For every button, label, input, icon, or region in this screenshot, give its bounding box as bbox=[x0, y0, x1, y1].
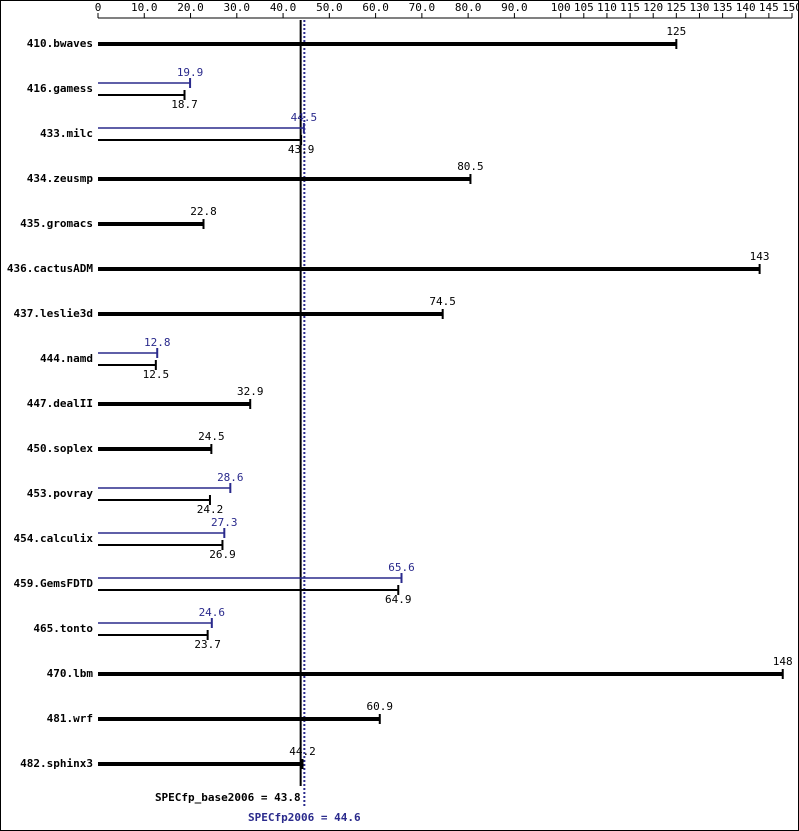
x-tick-label: 150 bbox=[782, 1, 799, 14]
x-tick-label: 120 bbox=[643, 1, 663, 14]
category-label: 435.gromacs bbox=[20, 217, 93, 230]
value-label: 64.9 bbox=[385, 593, 412, 606]
value-label: 24.6 bbox=[199, 606, 226, 619]
x-tick-label: 10.0 bbox=[131, 1, 158, 14]
x-tick-label: 105 bbox=[574, 1, 594, 14]
value-label: 27.3 bbox=[211, 516, 238, 529]
value-label: 32.9 bbox=[237, 385, 264, 398]
x-tick-label: 115 bbox=[620, 1, 640, 14]
value-label: 26.9 bbox=[209, 548, 236, 561]
value-label: 44.5 bbox=[291, 111, 318, 124]
category-label: 454.calculix bbox=[14, 532, 94, 545]
value-label: 44.2 bbox=[289, 745, 316, 758]
category-label: 416.gamess bbox=[27, 82, 93, 95]
value-label: 143 bbox=[750, 250, 770, 263]
value-label: 23.7 bbox=[194, 638, 221, 651]
category-label: 437.leslie3d bbox=[14, 307, 93, 320]
x-tick-label: 90.0 bbox=[501, 1, 528, 14]
category-label: 481.wrf bbox=[47, 712, 93, 725]
value-label: 65.6 bbox=[388, 561, 415, 574]
x-tick-label: 145 bbox=[759, 1, 779, 14]
category-label: 447.dealII bbox=[27, 397, 93, 410]
category-label: 433.milc bbox=[40, 127, 93, 140]
value-label: 60.9 bbox=[367, 700, 394, 713]
value-label: 43.9 bbox=[288, 143, 315, 156]
x-tick-label: 135 bbox=[713, 1, 733, 14]
value-label: 18.7 bbox=[171, 98, 198, 111]
category-label: 465.tonto bbox=[33, 622, 93, 635]
x-tick-label: 40.0 bbox=[270, 1, 297, 14]
x-tick-label: 30.0 bbox=[224, 1, 251, 14]
x-tick-label: 70.0 bbox=[409, 1, 436, 14]
x-tick-label: 110 bbox=[597, 1, 617, 14]
x-tick-label: 20.0 bbox=[177, 1, 204, 14]
value-label: 24.5 bbox=[198, 430, 225, 443]
x-tick-label: 100 bbox=[551, 1, 571, 14]
x-tick-label: 130 bbox=[690, 1, 710, 14]
category-label: 410.bwaves bbox=[27, 37, 93, 50]
x-tick-label: 60.0 bbox=[362, 1, 389, 14]
value-label: 12.5 bbox=[143, 368, 170, 381]
value-label: 24.2 bbox=[197, 503, 224, 516]
reference-label: SPECfp_base2006 = 43.8 bbox=[155, 791, 301, 804]
reference-label: SPECfp2006 = 44.6 bbox=[248, 811, 361, 824]
value-label: 80.5 bbox=[457, 160, 484, 173]
category-label: 482.sphinx3 bbox=[20, 757, 93, 770]
x-tick-label: 140 bbox=[736, 1, 756, 14]
category-label: 450.soplex bbox=[27, 442, 94, 455]
category-label: 444.namd bbox=[40, 352, 93, 365]
value-label: 19.9 bbox=[177, 66, 204, 79]
value-label: 125 bbox=[666, 25, 686, 38]
x-tick-label: 50.0 bbox=[316, 1, 343, 14]
x-tick-label: 125 bbox=[666, 1, 686, 14]
value-label: 12.8 bbox=[144, 336, 171, 349]
category-label: 459.GemsFDTD bbox=[14, 577, 94, 590]
category-label: 470.lbm bbox=[47, 667, 94, 680]
value-label: 22.8 bbox=[190, 205, 217, 218]
x-tick-label: 80.0 bbox=[455, 1, 482, 14]
category-label: 434.zeusmp bbox=[27, 172, 94, 185]
value-label: 28.6 bbox=[217, 471, 244, 484]
category-label: 436.cactusADM bbox=[7, 262, 93, 275]
value-label: 148 bbox=[773, 655, 793, 668]
x-tick-label: 0 bbox=[95, 1, 102, 14]
category-label: 453.povray bbox=[27, 487, 94, 500]
value-label: 74.5 bbox=[429, 295, 456, 308]
